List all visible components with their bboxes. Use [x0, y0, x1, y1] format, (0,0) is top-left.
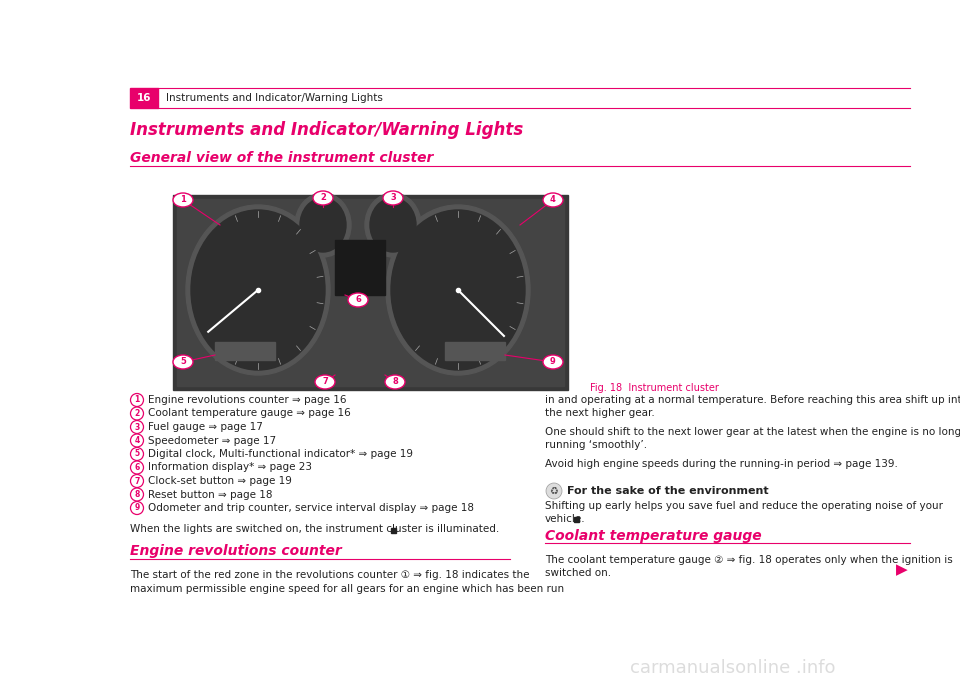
- Text: 5: 5: [180, 357, 186, 367]
- Circle shape: [131, 393, 143, 407]
- Text: Fig. 18  Instrument cluster: Fig. 18 Instrument cluster: [590, 383, 719, 393]
- Text: switched on.: switched on.: [545, 568, 612, 578]
- Text: 7: 7: [134, 477, 140, 485]
- Ellipse shape: [300, 198, 346, 252]
- Text: 8: 8: [134, 490, 140, 499]
- Ellipse shape: [186, 205, 330, 375]
- Bar: [215, 342, 275, 360]
- Circle shape: [131, 475, 143, 487]
- Text: Instruments and Indicator/Warning Lights: Instruments and Indicator/Warning Lights: [166, 93, 383, 103]
- Ellipse shape: [385, 375, 405, 389]
- Text: Digital clock, Multi-functional indicator* ⇒ page 19: Digital clock, Multi-functional indicato…: [148, 449, 413, 459]
- Text: 6: 6: [134, 463, 139, 472]
- Circle shape: [131, 447, 143, 460]
- Ellipse shape: [391, 210, 525, 370]
- Circle shape: [131, 461, 143, 474]
- Bar: [335, 240, 385, 295]
- Ellipse shape: [383, 191, 403, 205]
- Text: Engine revolutions counter ⇒ page 16: Engine revolutions counter ⇒ page 16: [148, 395, 347, 405]
- Text: Information display* ⇒ page 23: Information display* ⇒ page 23: [148, 462, 312, 473]
- Text: 8: 8: [392, 378, 397, 386]
- Ellipse shape: [386, 205, 530, 375]
- Text: Odometer and trip counter, service interval display ⇒ page 18: Odometer and trip counter, service inter…: [148, 503, 474, 513]
- Text: Avoid high engine speeds during the running-in period ⇒ page 139.: Avoid high engine speeds during the runn…: [545, 459, 898, 469]
- Text: Fuel gauge ⇒ page 17: Fuel gauge ⇒ page 17: [148, 422, 263, 432]
- Ellipse shape: [315, 375, 335, 389]
- Text: Coolant temperature gauge: Coolant temperature gauge: [545, 529, 761, 543]
- Text: 4: 4: [134, 436, 139, 445]
- Text: When the lights are switched on, the instrument cluster is illuminated.: When the lights are switched on, the ins…: [130, 525, 499, 534]
- Text: ▶: ▶: [897, 563, 908, 578]
- Text: Engine revolutions counter: Engine revolutions counter: [130, 544, 342, 559]
- Text: Reset button ⇒ page 18: Reset button ⇒ page 18: [148, 490, 273, 500]
- Ellipse shape: [543, 193, 563, 207]
- Ellipse shape: [365, 193, 421, 257]
- Bar: [173, 195, 568, 390]
- Text: ♻: ♻: [550, 486, 559, 496]
- Text: running ‘smoothly’.: running ‘smoothly’.: [545, 440, 647, 450]
- Ellipse shape: [543, 355, 563, 369]
- Text: The coolant temperature gauge ② ⇒ fig. 18 operates only when the ignition is: The coolant temperature gauge ② ⇒ fig. 1…: [545, 555, 952, 565]
- Text: 16: 16: [136, 93, 152, 103]
- Ellipse shape: [173, 355, 193, 369]
- Text: 4: 4: [550, 195, 556, 205]
- Text: 7: 7: [323, 378, 328, 386]
- Text: 9: 9: [550, 357, 556, 367]
- Text: Shifting up early helps you save fuel and reduce the operating noise of your: Shifting up early helps you save fuel an…: [545, 501, 943, 511]
- Ellipse shape: [173, 193, 193, 207]
- Text: 2: 2: [134, 409, 139, 418]
- Text: Clock-set button ⇒ page 19: Clock-set button ⇒ page 19: [148, 476, 292, 486]
- Text: 3: 3: [390, 193, 396, 203]
- Text: 9: 9: [134, 504, 139, 513]
- Circle shape: [546, 483, 562, 499]
- Text: maximum permissible engine speed for all gears for an engine which has been run: maximum permissible engine speed for all…: [130, 584, 564, 593]
- Text: 1: 1: [134, 395, 139, 405]
- Ellipse shape: [370, 198, 416, 252]
- Text: General view of the instrument cluster: General view of the instrument cluster: [130, 151, 433, 165]
- Text: The start of the red zone in the revolutions counter ① ⇒ fig. 18 indicates the: The start of the red zone in the revolut…: [130, 570, 530, 580]
- Circle shape: [131, 488, 143, 501]
- Text: Coolant temperature gauge ⇒ page 16: Coolant temperature gauge ⇒ page 16: [148, 409, 350, 418]
- Bar: [177, 199, 564, 386]
- Bar: [130, 88, 158, 108]
- Text: 6: 6: [355, 296, 361, 304]
- Text: vehicle.: vehicle.: [545, 514, 586, 524]
- Text: For the sake of the environment: For the sake of the environment: [567, 486, 769, 496]
- Ellipse shape: [348, 293, 368, 307]
- Circle shape: [131, 434, 143, 447]
- Ellipse shape: [313, 191, 333, 205]
- Circle shape: [131, 407, 143, 420]
- Ellipse shape: [295, 193, 351, 257]
- Circle shape: [131, 420, 143, 433]
- Text: in and operating at a normal temperature. Before reaching this area shift up int: in and operating at a normal temperature…: [545, 395, 960, 405]
- Text: One should shift to the next lower gear at the latest when the engine is no long: One should shift to the next lower gear …: [545, 427, 960, 437]
- Text: 5: 5: [134, 450, 139, 458]
- Text: 2: 2: [320, 193, 326, 203]
- Bar: [392, 527, 396, 532]
- Circle shape: [131, 502, 143, 515]
- Text: carmanualsonline .info: carmanualsonline .info: [630, 659, 835, 677]
- Text: 3: 3: [134, 422, 139, 431]
- Text: Instruments and Indicator/Warning Lights: Instruments and Indicator/Warning Lights: [130, 121, 523, 139]
- Text: 1: 1: [180, 195, 186, 205]
- Bar: [445, 342, 505, 360]
- Ellipse shape: [191, 210, 325, 370]
- Text: Speedometer ⇒ page 17: Speedometer ⇒ page 17: [148, 435, 276, 445]
- Text: the next higher gear.: the next higher gear.: [545, 408, 655, 418]
- Bar: [574, 517, 580, 522]
